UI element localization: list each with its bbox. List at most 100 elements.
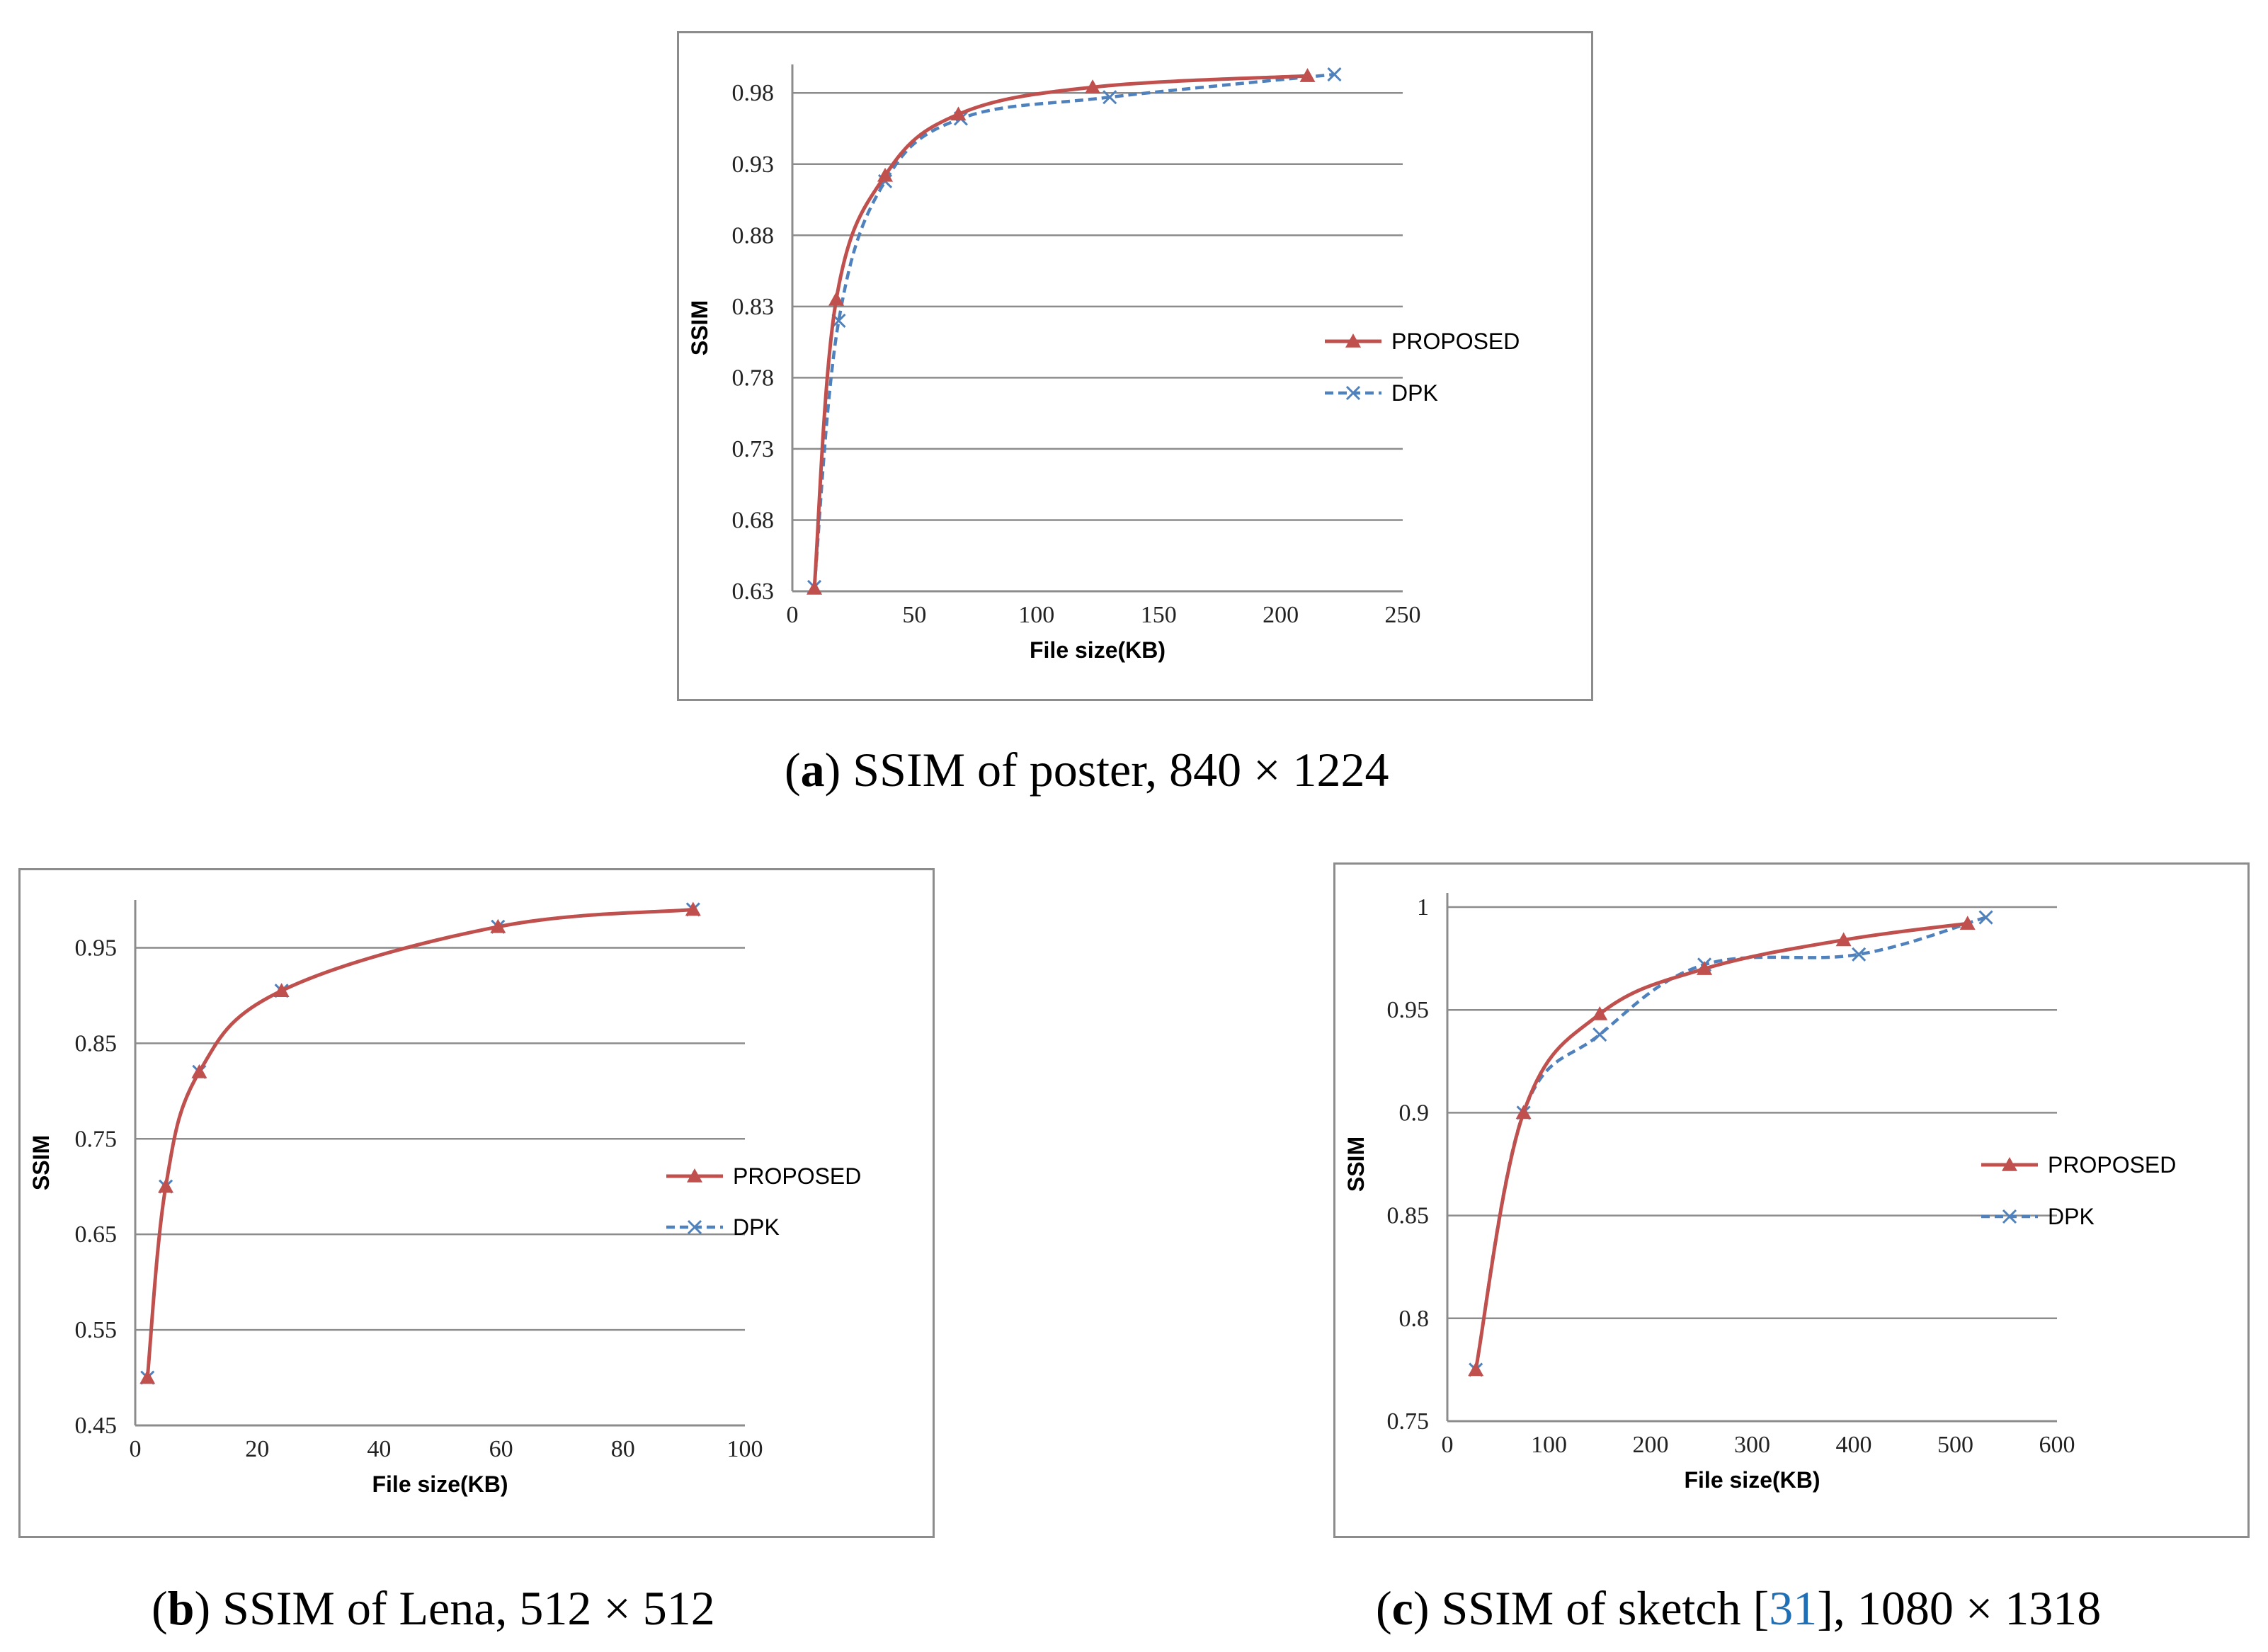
- chart-a-series-proposed-point: [950, 106, 967, 121]
- chart-b-series-proposed-point: [139, 1369, 156, 1384]
- chart-c-series-dpk-point-stroke-2: [1852, 947, 1867, 962]
- chart-c-xlabel: File size(KB): [1684, 1467, 1820, 1493]
- chart-b-series-proposed-point: [191, 1064, 207, 1078]
- chart-b-ytick-label: 0.95: [75, 935, 118, 961]
- chart-a-ytick-label: 0.73: [732, 436, 775, 462]
- caption-b: (b) SSIM of Lena, 512 × 512: [152, 1581, 715, 1635]
- chart-c-xtick-label: 100: [1531, 1432, 1567, 1458]
- chart-a-ytick-label: 0.88: [732, 222, 775, 249]
- chart-c-series-proposed-line: [1474, 921, 1968, 1370]
- chart-c-legend-proposed-label: PROPOSED: [2048, 1152, 2176, 1178]
- chart-a-series-dpk-point-stroke-2: [1327, 67, 1342, 82]
- chart-c-svg: 0.75 0.8 0.85 0.9 0.95 1 0 100 200 300 400 500 600 Fi…: [1343, 893, 2176, 1493]
- caption-a-label: a: [800, 743, 825, 797]
- chart-a-xtick-label: 200: [1263, 602, 1299, 628]
- chart-c-series-dpk-point: [1978, 910, 1993, 925]
- chart-c-series-dpk-point: [1592, 1027, 1607, 1042]
- chart-a-series-proposed-point: [807, 580, 823, 595]
- caption-c: (c) SSIM of sketch [31], 1080 × 1318: [1376, 1581, 2102, 1635]
- chart-a-series-dpk-line: [812, 72, 1335, 588]
- chart-b-xtick-label: 0: [130, 1436, 142, 1462]
- caption-a: (a) SSIM of poster, 840 × 1224: [785, 743, 1389, 797]
- chart-c-series-proposed-point: [1697, 961, 1713, 975]
- chart-a-series-dpk-point-stroke-2: [1102, 90, 1117, 105]
- chart-c-xtick-label: 0: [1442, 1432, 1454, 1458]
- chart-c-ytick-label: 0.8: [1399, 1306, 1430, 1332]
- chart-a-xtick-label: 100: [1018, 602, 1054, 628]
- chart-b-ytick-label: 0.55: [75, 1317, 118, 1343]
- chart-a-series-dpk-point: [1327, 67, 1342, 82]
- chart-b-ytick-label: 0.45: [75, 1413, 118, 1439]
- caption-a-text: ) SSIM of poster, 840 × 1224: [824, 743, 1389, 797]
- chart-a-xtick-label: 150: [1141, 602, 1177, 628]
- chart-c-ylabel: SSIM: [1343, 1137, 1369, 1192]
- chart-c-ytick-label: 0.75: [1387, 1408, 1430, 1435]
- chart-a-series-proposed-point: [1299, 68, 1316, 82]
- chart-b-legend-proposed-marker: [687, 1168, 702, 1183]
- chart-c-series-proposed-point: [1835, 932, 1852, 947]
- chart-c-series-proposed-point: [1959, 916, 1976, 930]
- chart-a-ytick-label: 0.93: [732, 152, 775, 178]
- chart-a-svg: 0.63 0.68 0.73 0.78 0.83 0.88 0.93 0.98 0 50 100 15…: [687, 64, 1520, 663]
- chart-a-series-dpk-point-stroke-2: [831, 313, 846, 329]
- chart-b-series-proposed-point: [490, 918, 506, 933]
- chart-c-series-proposed-point: [1592, 1006, 1608, 1020]
- chart-a-legend-dpk-marker: [1345, 385, 1361, 401]
- chart-b-ytick-label: 0.85: [75, 1030, 118, 1056]
- caption-b-label: b: [167, 1581, 195, 1635]
- chart-b-ylabel: SSIM: [28, 1135, 54, 1190]
- chart-a-xtick-label: 50: [902, 602, 926, 628]
- chart-a-ytick-label: 0.83: [732, 294, 775, 320]
- chart-c-xtick-label: 300: [1734, 1432, 1770, 1458]
- chart-b-series-proposed-point: [158, 1178, 174, 1193]
- chart-b-xtick-label: 100: [727, 1436, 763, 1462]
- chart-a-xtick-label: 0: [787, 602, 799, 628]
- chart-c-xtick-label: 500: [1937, 1432, 1973, 1458]
- chart-a-xlabel: File size(KB): [1030, 637, 1166, 663]
- chart-a-ytick-label: 0.68: [732, 507, 775, 533]
- chart-c-legend-dpk-label: DPK: [2048, 1204, 2095, 1229]
- chart-c-series-dpk-point-stroke-2: [1978, 910, 1993, 925]
- chart-b-ytick-label: 0.75: [75, 1126, 118, 1152]
- chart-c-series-proposed-point: [1468, 1362, 1484, 1377]
- chart-a-legend-proposed-marker: [1345, 334, 1361, 348]
- chart-a-ytick-label: 0.78: [732, 365, 775, 391]
- caption-b-text: ) SSIM of Lena, 512 × 512: [194, 1581, 715, 1635]
- chart-b-legend-dpk-label: DPK: [733, 1214, 780, 1240]
- chart-c-series-dpk-line: [1474, 916, 1987, 1370]
- chart-a-series-proposed-point: [877, 167, 894, 182]
- chart-c-xtick-label: 400: [1836, 1432, 1872, 1458]
- chart-a-ytick-label: 0.63: [732, 579, 775, 605]
- chart-c-xtick-label: 600: [2039, 1432, 2075, 1458]
- caption-c-post: ], 1080 × 1318: [1817, 1581, 2102, 1635]
- caption-c-ref-link[interactable]: 31: [1769, 1581, 1818, 1635]
- chart-b-ytick-label: 0.65: [75, 1221, 118, 1248]
- chart-c-series-dpk-point-stroke-2: [1592, 1027, 1607, 1042]
- chart-c-series-proposed-point: [1515, 1105, 1532, 1120]
- chart-a-legend-dpk-label: DPK: [1391, 380, 1438, 406]
- chart-a-ylabel: SSIM: [687, 300, 712, 355]
- chart-a-frame: 0.63 0.68 0.73 0.78 0.83 0.88 0.93 0.98 0 50 100 15…: [677, 31, 1593, 701]
- chart-c-ytick-label: 0.85: [1387, 1203, 1430, 1229]
- chart-c-legend-dpk-marker-stroke-2: [2002, 1209, 2017, 1224]
- chart-c-legend-dpk-marker: [2002, 1209, 2017, 1224]
- chart-b-legend-dpk-marker: [687, 1219, 702, 1235]
- chart-b-svg: 0.45 0.55 0.65 0.75 0.85 0.95 0 20 40 60 80 100 File…: [28, 900, 861, 1497]
- caption-c-label: c: [1391, 1581, 1413, 1635]
- chart-b-xtick-label: 40: [367, 1436, 391, 1462]
- chart-c-frame: 0.75 0.8 0.85 0.9 0.95 1 0 100 200 300 400 500 600 Fi…: [1333, 862, 2250, 1538]
- chart-b-legend-proposed-label: PROPOSED: [733, 1163, 861, 1189]
- chart-c-series-dpk-point: [1852, 947, 1867, 962]
- chart-a-series-proposed-line: [812, 74, 1308, 589]
- chart-b-series-proposed-point: [685, 901, 701, 916]
- chart-b-xtick-label: 60: [489, 1436, 513, 1462]
- chart-b-series-proposed-point: [273, 983, 290, 997]
- chart-b-series-dpk-line: [145, 908, 694, 1378]
- chart-a-series-proposed-point: [828, 291, 845, 306]
- caption-c-pre: ) SSIM of sketch [: [1413, 1581, 1770, 1635]
- chart-c-ytick-label: 0.95: [1387, 997, 1430, 1023]
- chart-a-series-proposed-point: [1085, 79, 1101, 93]
- chart-b-xlabel: File size(KB): [372, 1471, 508, 1497]
- chart-c-ytick-label: 0.9: [1399, 1100, 1430, 1126]
- chart-b-xtick-label: 20: [245, 1436, 269, 1462]
